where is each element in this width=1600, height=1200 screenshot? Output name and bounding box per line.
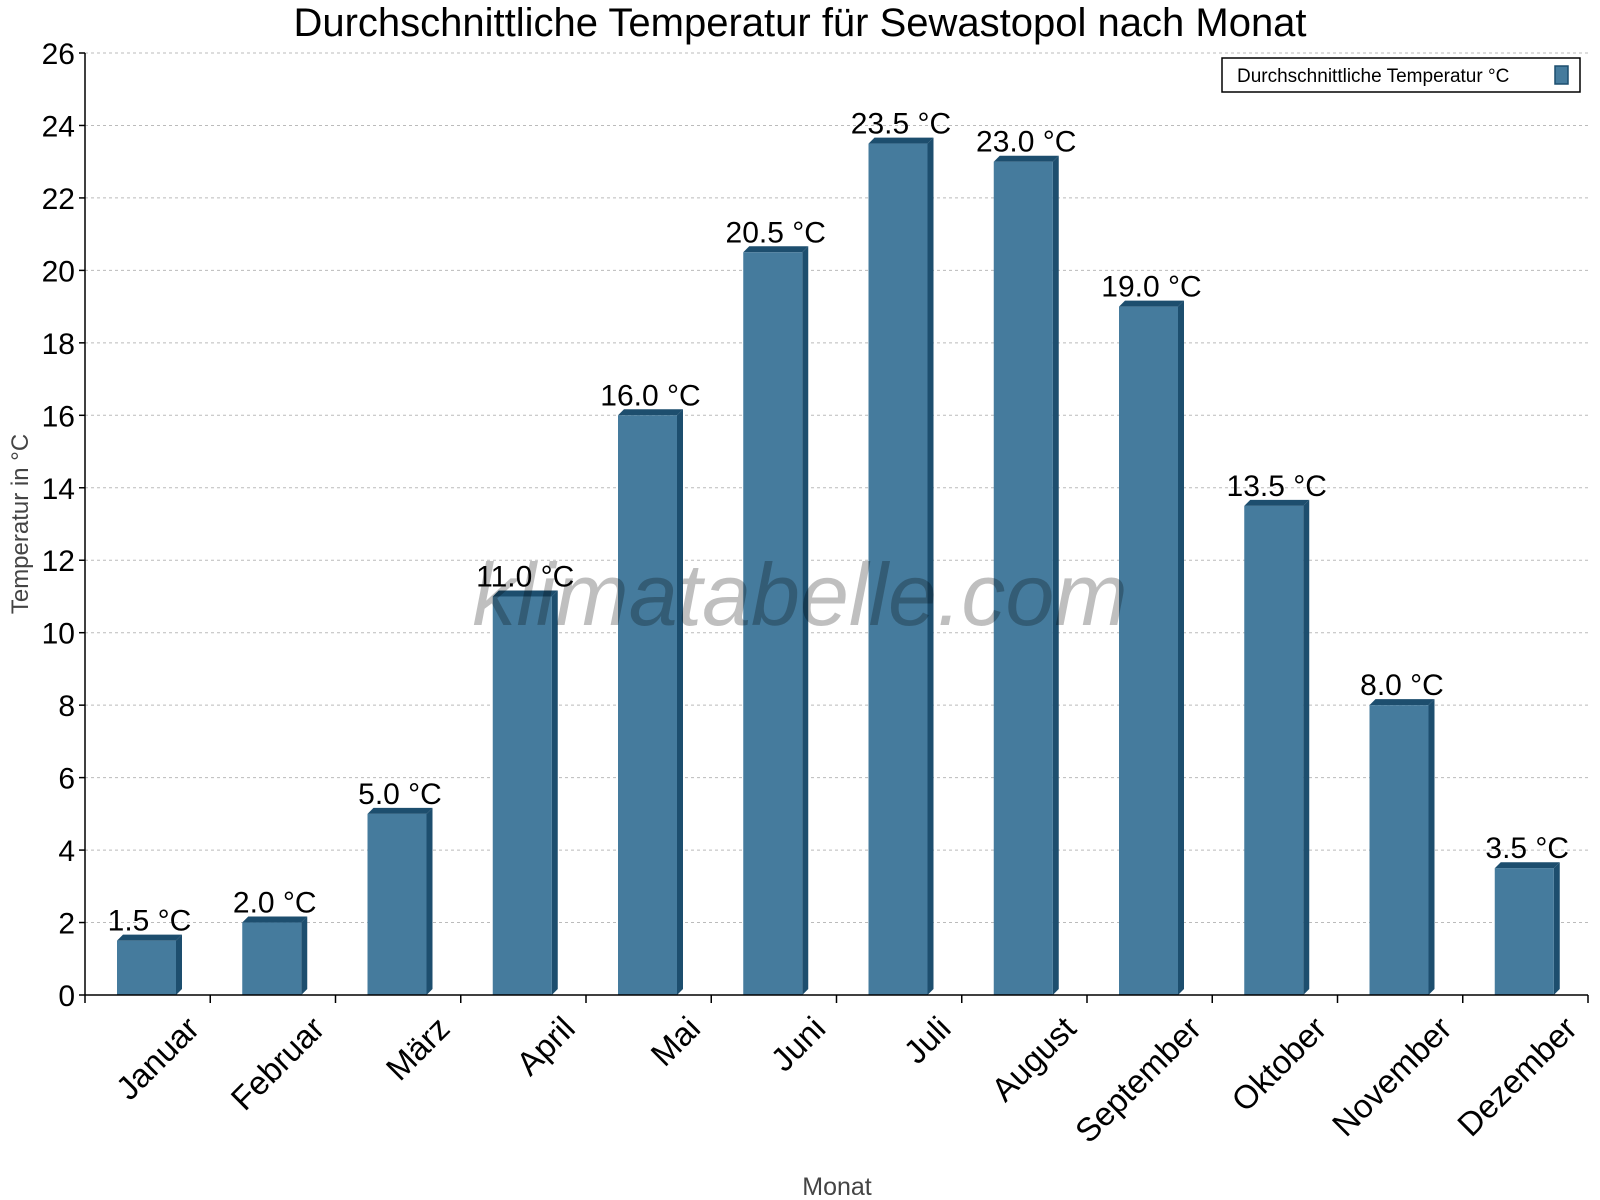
y-tick-label: 2 [58, 908, 75, 941]
y-tick-label: 16 [42, 400, 75, 433]
y-tick-label: 10 [42, 618, 75, 651]
x-tick-label: Oktober [1224, 1009, 1333, 1118]
bar-side [1428, 699, 1435, 995]
bar-side [1303, 499, 1310, 995]
bar [993, 161, 1053, 995]
data-label: 13.5 °C [1227, 470, 1327, 503]
watermark: klimatabelle.com [472, 545, 1127, 644]
bar-side [301, 916, 308, 995]
bar-top [1369, 699, 1435, 706]
x-tick-label: August [984, 1009, 1083, 1108]
bar [1369, 705, 1429, 995]
bar-top [743, 246, 809, 253]
y-tick-label: 20 [42, 255, 75, 288]
y-tick-label: 26 [42, 38, 75, 71]
bar-dezember [1494, 862, 1560, 995]
bar-side [1052, 155, 1059, 995]
y-axis-label: Temperatur in °C [7, 434, 34, 614]
x-tick-label: Februar [224, 1009, 332, 1117]
chart-title: Durchschnittliche Temperatur für Sewasto… [293, 1, 1306, 45]
bar-side [176, 934, 182, 995]
legend-swatch [1554, 65, 1569, 85]
bar [618, 415, 677, 995]
data-label: 11.0 °C [476, 560, 574, 593]
bar-top [242, 916, 308, 923]
bar [743, 252, 803, 995]
bar-side [1553, 862, 1560, 995]
bar [1494, 868, 1554, 995]
y-tick-label: 12 [42, 545, 75, 578]
legend-label: Durchschnittliche Temperatur °C [1237, 66, 1509, 87]
bar-januar [117, 934, 182, 995]
bars [117, 137, 1560, 996]
y-tick-label: 14 [42, 473, 75, 506]
bar-top [1494, 862, 1560, 869]
bar-side [426, 807, 433, 995]
data-label: 23.5 °C [851, 108, 951, 141]
bar-side [802, 246, 809, 995]
data-label: 20.5 °C [726, 216, 826, 249]
y-tick-label: 6 [58, 763, 75, 796]
data-label: 3.5 °C [1485, 832, 1569, 865]
bar [117, 940, 176, 995]
data-label: 16.0 °C [600, 379, 700, 412]
x-tick-label: Juli [896, 1009, 957, 1070]
bar [868, 143, 928, 996]
bar [1244, 505, 1304, 995]
bar-top [993, 155, 1059, 162]
x-tick-label: März [379, 1009, 457, 1087]
bar-oktober [1244, 499, 1310, 995]
bar-märz [367, 807, 433, 995]
bar-top [117, 934, 182, 941]
bar-side [1178, 300, 1184, 996]
y-tick-label: 4 [58, 835, 75, 868]
bar [242, 922, 302, 995]
y-tick-label: 22 [42, 183, 75, 216]
y-tick-label: 8 [58, 690, 75, 723]
y-tick-label: 18 [42, 328, 75, 361]
legend-box [1221, 57, 1581, 93]
y-tick-label: 24 [42, 110, 75, 143]
bar-top [1244, 499, 1310, 506]
bar-april [492, 590, 558, 995]
x-tick-label: September [1068, 1009, 1208, 1149]
x-tick-label: Dezember [1450, 1009, 1584, 1143]
bar-top [367, 807, 433, 814]
bar-mai [618, 409, 683, 995]
bar-top [868, 137, 934, 144]
legend: Durchschnittliche Temperatur °C [1221, 57, 1581, 93]
x-tick-label: Januar [109, 1009, 207, 1107]
bar-august [993, 155, 1059, 995]
bar [1119, 306, 1178, 996]
bar-top [1119, 300, 1184, 307]
bar-top [618, 409, 683, 416]
data-label: 5.0 °C [358, 778, 442, 811]
bar-side [927, 137, 934, 996]
bar-juli [868, 137, 934, 996]
data-label: 19.0 °C [1101, 271, 1201, 304]
bar-februar [242, 916, 308, 995]
bar-november [1369, 699, 1435, 995]
data-label: 2.0 °C [233, 887, 317, 920]
gridlines [85, 52, 1588, 924]
y-tick-label: 0 [58, 980, 75, 1013]
data-label: 23.0 °C [976, 126, 1076, 159]
x-tick-label: November [1325, 1009, 1459, 1143]
x-tick-label: Juni [763, 1009, 832, 1078]
bar [367, 813, 427, 995]
bar-top [492, 590, 558, 597]
bar [492, 596, 552, 995]
bar-side [677, 409, 683, 995]
data-label: 1.5 °C [108, 905, 192, 938]
bar-september [1119, 300, 1184, 996]
bar-side [551, 590, 558, 995]
data-labels: 1.5 °C 2.0 °C 5.0 °C 11.0 °C 16.0 °C 20.5 °C 2… [108, 108, 1569, 938]
data-label: 8.0 °C [1360, 669, 1444, 702]
x-axis-label: Monat [802, 1173, 872, 1200]
x-tick-label: Mai [643, 1009, 707, 1073]
x-tick-label: April [509, 1009, 582, 1082]
bar-juni [743, 246, 809, 995]
